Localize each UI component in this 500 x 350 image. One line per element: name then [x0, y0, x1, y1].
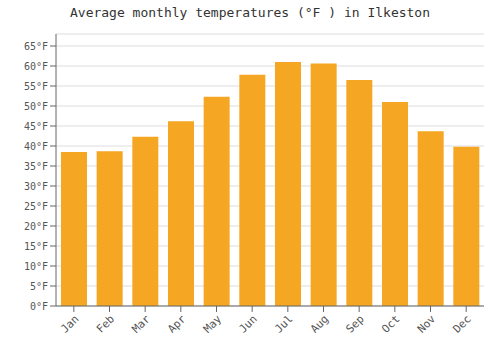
svg-text:5°F: 5°F	[30, 281, 48, 292]
svg-text:Apr: Apr	[165, 312, 189, 336]
svg-text:Dec: Dec	[451, 312, 474, 335]
svg-text:0°F: 0°F	[30, 301, 48, 312]
svg-text:35°F: 35°F	[24, 161, 48, 172]
svg-text:10°F: 10°F	[24, 261, 48, 272]
svg-text:Sep: Sep	[344, 312, 367, 335]
svg-text:May: May	[201, 312, 225, 336]
svg-text:Aug: Aug	[308, 312, 331, 335]
svg-text:25°F: 25°F	[24, 201, 48, 212]
svg-text:65°F: 65°F	[24, 41, 48, 52]
svg-text:15°F: 15°F	[24, 241, 48, 252]
svg-text:Jun: Jun	[237, 312, 260, 335]
svg-text:Oct: Oct	[379, 312, 402, 335]
html-text:Average monthly temperatures (: Average monthly temperatures (°F ) in Il…	[70, 5, 430, 20]
svg-text:Jan: Jan	[58, 312, 81, 335]
svg-text:50°F: 50°F	[24, 101, 48, 112]
svg-text:Mar: Mar	[130, 312, 154, 336]
svg-text:Feb: Feb	[94, 312, 117, 335]
svg-text:45°F: 45°F	[24, 121, 48, 132]
svg-text:55°F: 55°F	[24, 81, 48, 92]
svg-text:60°F: 60°F	[24, 61, 48, 72]
svg-text:Jul: Jul	[272, 312, 295, 335]
svg-text:40°F: 40°F	[24, 141, 48, 152]
svg-text:Nov: Nov	[415, 312, 439, 336]
svg-text:30°F: 30°F	[24, 181, 48, 192]
svg-text:20°F: 20°F	[24, 221, 48, 232]
